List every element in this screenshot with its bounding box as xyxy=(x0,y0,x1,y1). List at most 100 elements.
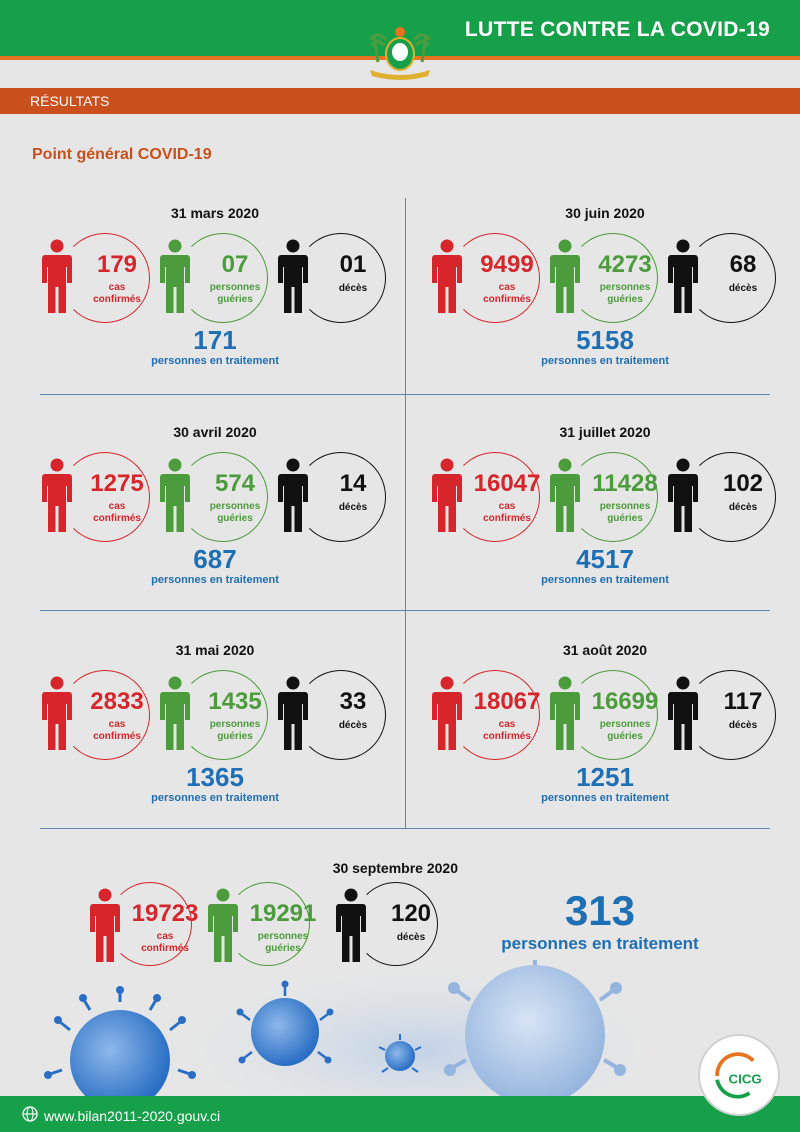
cases-label: cas confirmés xyxy=(483,282,531,305)
deaths-label: décès xyxy=(396,932,426,943)
stat-ring xyxy=(226,882,310,966)
deaths-label: décès xyxy=(728,720,758,731)
period-date: 30 avril 2020 xyxy=(173,424,257,440)
cases-label: cas confirmés xyxy=(93,282,141,305)
final-period-panel: 30 septembre 2020 19723 cas confirmés 19291 p… xyxy=(88,860,488,980)
recovered-count: 1435 xyxy=(208,688,262,715)
page-subtitle: Point général COVID-19 xyxy=(32,146,212,163)
emblem-icon xyxy=(368,27,432,80)
stat-ring xyxy=(108,882,192,966)
period-panel: 30 juin 2020 9499 cas confirmés 4273 personne… xyxy=(410,205,800,420)
cases-label: cas confirmés xyxy=(93,719,141,742)
stat-ring xyxy=(178,233,268,323)
stat-ring xyxy=(296,233,386,323)
footer-url-link[interactable]: www.bilan2011-2020.gouv.ci xyxy=(44,1108,221,1124)
cases-count: 1275 xyxy=(90,470,144,497)
recovered-stat: 4273 personnes guéries xyxy=(548,233,666,325)
cases-label: cas confirmés xyxy=(483,501,531,524)
svg-text:CICG: CICG xyxy=(729,1072,762,1087)
cases-stat: 179 cas confirmés xyxy=(40,233,158,325)
deaths-stat: 14 décès xyxy=(276,452,394,544)
recovered-label: personnes guéries xyxy=(209,501,261,524)
stat-ring xyxy=(60,233,150,323)
recovered-stat: 16699 personnes guéries xyxy=(548,670,666,762)
virus-icon xyxy=(444,960,626,1096)
cases-label: cas confirmés xyxy=(93,501,141,524)
recovered-label: personnes guéries xyxy=(209,282,261,305)
cases-count: 179 xyxy=(96,251,138,278)
deaths-stat: 102 décès xyxy=(666,452,784,544)
grid-divider-horizontal xyxy=(40,828,770,829)
stat-ring xyxy=(450,452,540,542)
deaths-count: 33 xyxy=(339,688,367,715)
recovered-label: personnes guéries xyxy=(209,719,261,742)
stat-ring xyxy=(568,670,658,760)
virus-icon xyxy=(44,986,196,1096)
deaths-stat: 33 décès xyxy=(276,670,394,762)
deaths-label: décès xyxy=(728,502,758,513)
deaths-count: 14 xyxy=(339,470,367,497)
period-panel: 31 août 2020 18067 cas confirmés 16699 person… xyxy=(410,642,800,857)
stat-ring xyxy=(568,233,658,323)
deaths-label: décès xyxy=(338,283,368,294)
cases-stat: 19723 cas confirmés xyxy=(88,882,206,974)
recovered-count: 574 xyxy=(214,470,256,497)
virus-icon xyxy=(236,980,334,1066)
stat-ring xyxy=(296,452,386,542)
deaths-label: décès xyxy=(338,720,368,731)
deaths-label: décès xyxy=(728,283,758,294)
deaths-count: 117 xyxy=(723,688,763,715)
recovered-count: 11428 xyxy=(592,470,658,497)
recovered-count: 4273 xyxy=(598,251,652,278)
period-panel: 31 mai 2020 2833 cas confirmés 1435 personnes… xyxy=(20,642,410,857)
stat-ring xyxy=(450,233,540,323)
stat-ring xyxy=(178,670,268,760)
period-panel: 31 mars 2020 179 cas confirmés 07 personnes gu… xyxy=(20,205,410,420)
stat-ring xyxy=(686,452,776,542)
period-date: 31 juillet 2020 xyxy=(559,424,651,440)
cases-stat: 2833 cas confirmés xyxy=(40,670,158,762)
stat-ring xyxy=(686,670,776,760)
deaths-count: 102 xyxy=(722,470,764,497)
cases-count: 16047 xyxy=(473,470,541,497)
treatment-label: personnes en traitement xyxy=(151,574,279,586)
stat-ring xyxy=(686,233,776,323)
period-date: 31 août 2020 xyxy=(562,642,648,658)
recovered-stat: 574 personnes guéries xyxy=(158,452,276,544)
stat-ring xyxy=(450,670,540,760)
recovered-label: personnes guéries xyxy=(599,282,651,305)
cases-stat: 18067 cas confirmés xyxy=(430,670,548,762)
grid-divider-vertical xyxy=(405,198,406,828)
deaths-stat: 01 décès xyxy=(276,233,394,325)
deaths-label: décès xyxy=(338,502,368,513)
stat-ring xyxy=(60,670,150,760)
recovered-label: personnes guéries xyxy=(599,501,651,524)
period-date: 30 juin 2020 xyxy=(565,205,645,221)
cases-count: 2833 xyxy=(90,688,144,715)
treatment-label: personnes en traitement xyxy=(541,792,669,804)
virus-illustration xyxy=(44,960,680,1096)
deaths-count: 120 xyxy=(390,900,432,927)
cases-stat: 1275 cas confirmés xyxy=(40,452,158,544)
final-period-date: 30 septembre 2020 xyxy=(332,860,458,876)
recovered-stat: 19291 personnes guéries xyxy=(206,882,324,974)
period-panel: 31 juillet 2020 16047 cas confirmés 11428 per… xyxy=(410,424,800,639)
cicg-logo: CICG xyxy=(698,1034,780,1116)
grid-divider-horizontal xyxy=(40,610,770,611)
treatment-count: 5158 xyxy=(576,325,634,355)
cases-stat: 16047 cas confirmés xyxy=(430,452,548,544)
deaths-stat: 117 décès xyxy=(666,670,784,762)
section-bar: RÉSULTATS xyxy=(0,88,800,114)
globe-icon xyxy=(22,1106,38,1122)
cases-stat: 9499 cas confirmés xyxy=(430,233,548,325)
cases-count: 19723 xyxy=(131,900,199,927)
recovered-stat: 07 personnes guéries xyxy=(158,233,276,325)
final-treatment-count: 313 xyxy=(564,887,636,934)
treatment-count: 1251 xyxy=(576,762,634,792)
period-panel: 30 avril 2020 1275 cas confirmés 574 personne… xyxy=(20,424,410,639)
stat-ring xyxy=(60,452,150,542)
treatment-label: personnes en traitement xyxy=(541,574,669,586)
deaths-stat: 120 décès xyxy=(334,882,452,974)
recovered-count: 07 xyxy=(221,251,249,278)
deaths-stat: 68 décès xyxy=(666,233,784,325)
